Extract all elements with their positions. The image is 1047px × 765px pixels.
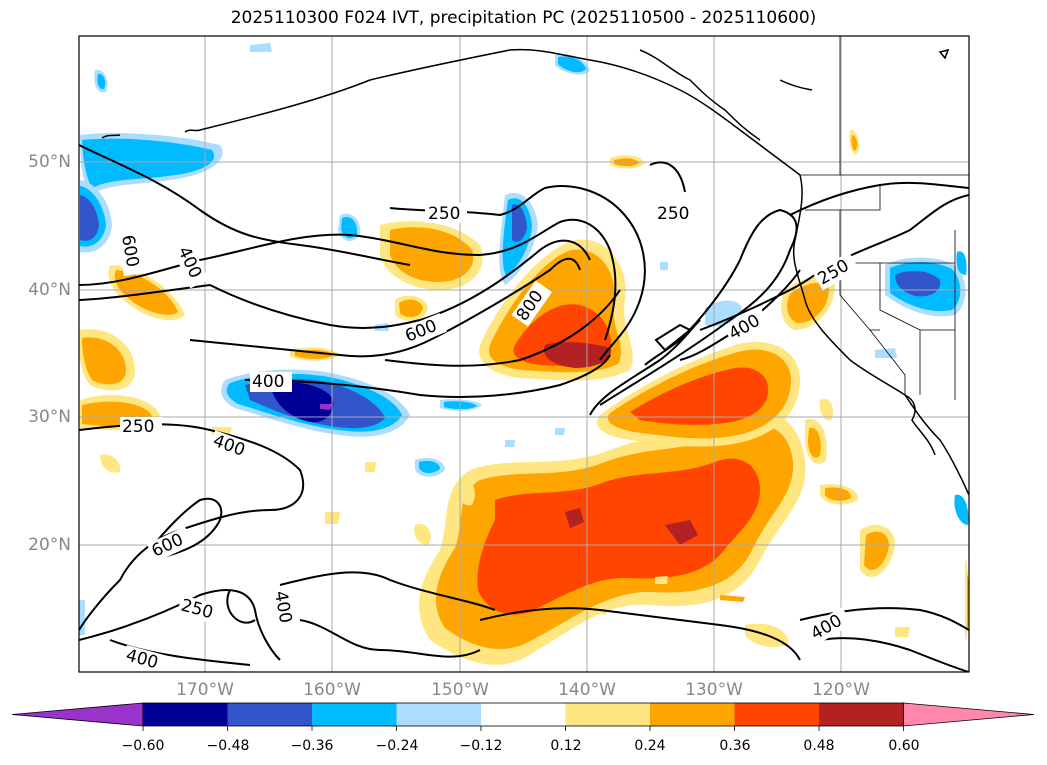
lat-label-50n: 50°N [28, 152, 71, 172]
colorbar-extend-min [11, 702, 144, 727]
colorbar-bin [650, 703, 735, 726]
colorbar-bin [481, 703, 566, 726]
colorbar-bin [312, 703, 397, 726]
lat-label-40n: 40°N [28, 280, 71, 300]
colorbar-tick-4: −0.12 [459, 738, 503, 754]
state-borders [800, 36, 969, 400]
contour-label-400-a: 400 [252, 372, 284, 392]
colorbar-bin [396, 703, 482, 726]
ivt-contours [79, 144, 969, 672]
colorbar-tick-5: 0.12 [550, 738, 582, 754]
lon-label-140w: 140°W [558, 680, 616, 700]
lon-label-150w: 150°W [431, 680, 489, 700]
colorbar-bin [143, 703, 228, 726]
map-plot-area: 250 250 250 250 250 400 400 400 [79, 36, 969, 672]
lat-label-20n: 20°N [28, 535, 71, 555]
gridlines [79, 36, 969, 672]
colorbar-tick-2: −0.36 [290, 738, 334, 754]
contour-label-250-c: 250 [122, 417, 154, 437]
colorbar-bin [734, 703, 820, 726]
contour-label-250-a: 250 [428, 204, 460, 224]
lon-label-130w: 130°W [685, 680, 743, 700]
colorbar-bin [227, 703, 313, 726]
lon-label-120w: 120°W [812, 680, 870, 700]
colorbar-tick-1: −0.48 [206, 738, 250, 754]
colorbar-tick-6: 0.24 [634, 738, 666, 754]
map-title: 2025110300 F024 IVT, precipitation PC (2… [230, 8, 817, 28]
lon-label-160w: 160°W [303, 680, 361, 700]
colorbar-outline [142, 702, 904, 727]
colorbar-bin [819, 703, 904, 726]
plot-frame [78, 35, 970, 673]
positive-precip-shading [79, 129, 969, 665]
colorbar-tick-9: 0.60 [888, 738, 920, 754]
colorbar-bin [565, 703, 651, 726]
colorbar [11, 702, 1035, 731]
contour-label-250-b: 250 [657, 204, 689, 224]
lat-label-30n: 30°N [28, 407, 71, 427]
colorbar-tick-3: −0.24 [375, 738, 419, 754]
colorbar-tick-8: 0.48 [803, 738, 835, 754]
colorbar-tick-0: −0.60 [121, 738, 165, 754]
colorbar-tick-7: 0.36 [719, 738, 751, 754]
colorbar-extend-max [903, 702, 1035, 727]
lon-label-170w: 170°W [176, 680, 234, 700]
